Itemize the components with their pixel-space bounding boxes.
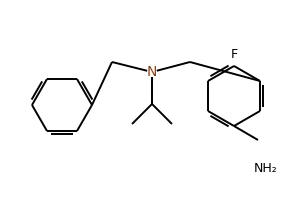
Text: NH₂: NH₂ — [254, 162, 278, 175]
Text: N: N — [147, 65, 157, 79]
Text: F: F — [230, 48, 237, 60]
